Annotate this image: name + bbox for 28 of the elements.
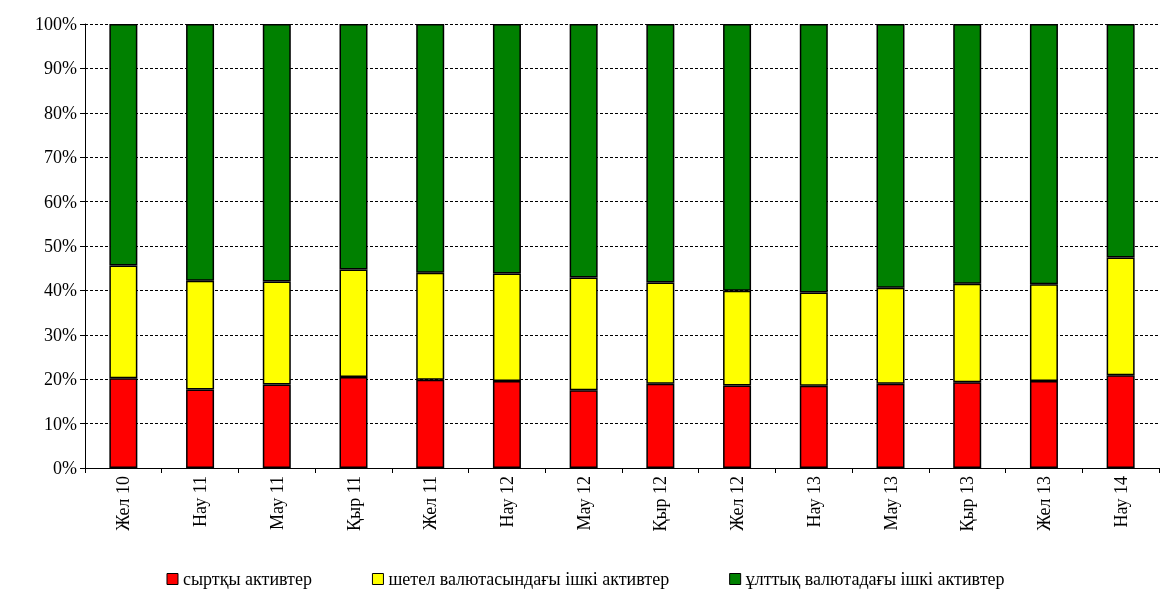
x-tick-label: Мау 13 <box>880 476 901 531</box>
y-tick-label: 100% <box>35 14 77 34</box>
y-tick-label: 0% <box>53 458 77 478</box>
legend-label: ұлттық валютадағы ішкі активтер <box>745 569 1005 589</box>
y-tick-label: 80% <box>44 102 77 123</box>
y-tick-label: 90% <box>44 58 77 79</box>
y-tick-label: 60% <box>44 191 77 212</box>
y-tick-label: 20% <box>44 369 77 390</box>
legend-label: сыртқы активтер <box>182 569 312 589</box>
x-tick-label: Мау 11 <box>266 476 287 530</box>
x-tick-label: Қыр 11 <box>343 476 364 531</box>
x-tick-label: Нау 14 <box>1110 476 1131 528</box>
x-tick-label: Жел 13 <box>1033 476 1054 531</box>
x-tick-label: Мау 12 <box>573 476 594 531</box>
y-tick-label: 40% <box>44 280 77 301</box>
y-tick-label: 70% <box>44 147 77 168</box>
x-tick-label: Нау 12 <box>496 476 517 528</box>
y-tick-label: 30% <box>44 324 77 345</box>
x-tick-label: Қыр 12 <box>650 476 671 532</box>
x-tick-label: Нау 13 <box>803 476 824 528</box>
y-tick-label: 10% <box>44 413 77 434</box>
x-tick-label: Қыр 13 <box>957 476 978 532</box>
x-tick-label: Жел 11 <box>420 476 441 531</box>
x-tick-label: Жел 10 <box>113 476 134 531</box>
x-tick-label: Нау 11 <box>190 476 211 527</box>
legend-label: шетел валютасындағы ішкі активтер <box>388 569 670 589</box>
y-tick-label: 50% <box>44 236 77 256</box>
x-tick-label: Жел 12 <box>727 476 748 531</box>
